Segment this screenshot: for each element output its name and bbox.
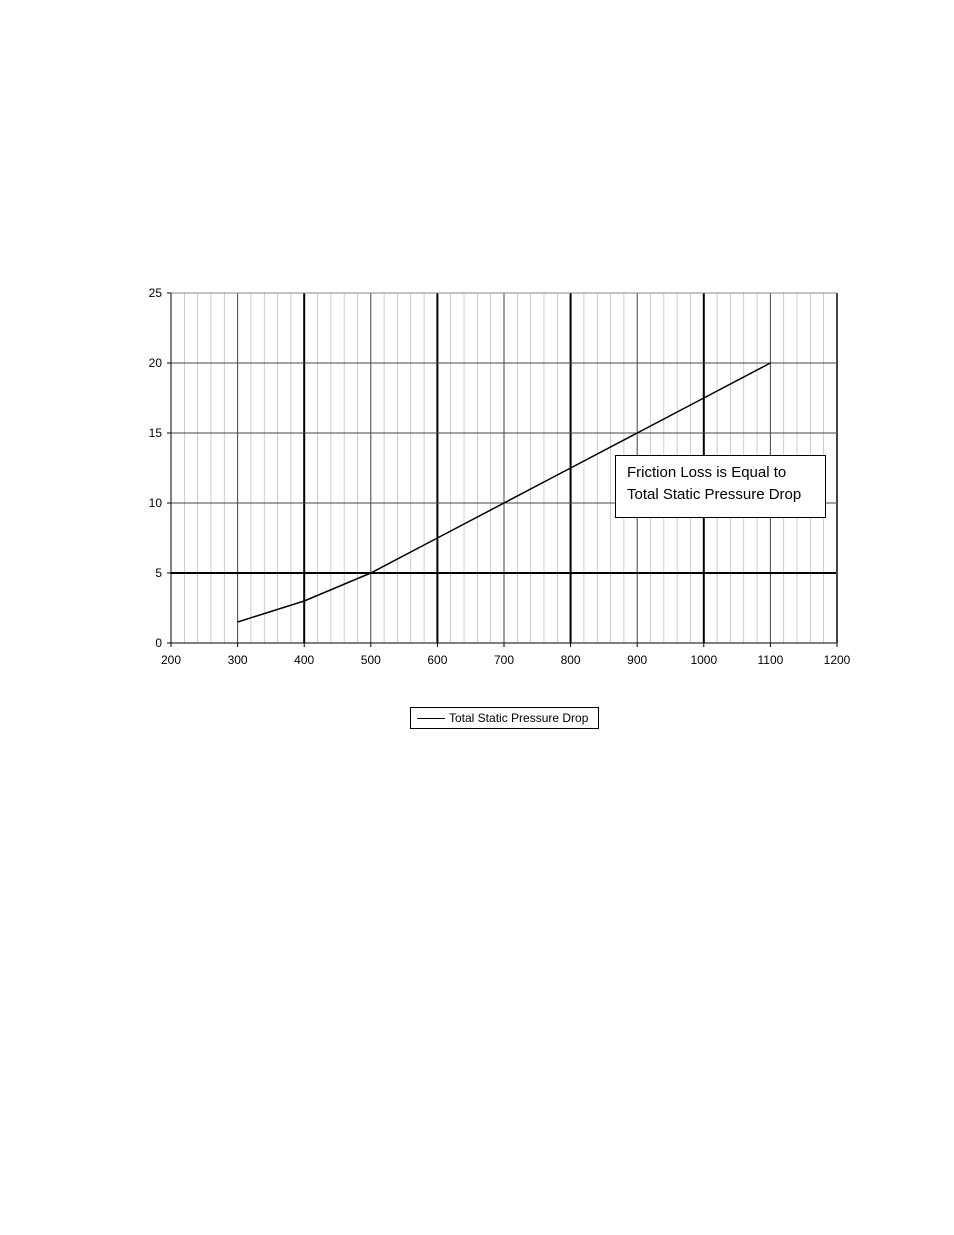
- x-tick-label: 300: [228, 653, 248, 667]
- annotation-line-1: Friction Loss is Equal to: [627, 464, 787, 481]
- x-tick-label: 400: [294, 653, 314, 667]
- x-tick-label: 700: [494, 653, 514, 667]
- y-tick-label: 25: [149, 286, 163, 300]
- x-tick-label: 800: [561, 653, 581, 667]
- x-tick-label: 1000: [690, 653, 717, 667]
- series-lines: [237, 362, 771, 623]
- x-tick-label: 500: [361, 653, 381, 667]
- legend-label: Total Static Pressure Drop: [449, 711, 589, 725]
- x-tick-label: 900: [627, 653, 647, 667]
- x-tick-label: 1200: [824, 653, 851, 667]
- y-tick-label: 15: [149, 426, 163, 440]
- tick-labels: 200 300 400 500 600 700 800 900 1000 1100 1200 0 5 10…: [149, 286, 851, 667]
- y-tick-label: 5: [155, 566, 162, 580]
- y-tick-label: 10: [149, 496, 163, 510]
- axes: [167, 292, 838, 647]
- series-line-total-static-pressure-drop: [237, 362, 771, 623]
- x-tick-label: 600: [427, 653, 447, 667]
- legend-line-swatch: [417, 717, 445, 719]
- minor-gridlines: [183, 293, 825, 643]
- chart-annotation: Friction Loss is Equal to Total Static P…: [615, 455, 826, 518]
- x-tick-label: 1100: [757, 653, 783, 667]
- x-tick-label: 200: [161, 653, 181, 667]
- chart-legend: Total Static Pressure Drop: [410, 707, 599, 729]
- y-tick-label: 0: [155, 636, 162, 650]
- annotation-line-2: Total Static Pressure Drop: [627, 486, 802, 503]
- y-tick-label: 20: [149, 356, 163, 370]
